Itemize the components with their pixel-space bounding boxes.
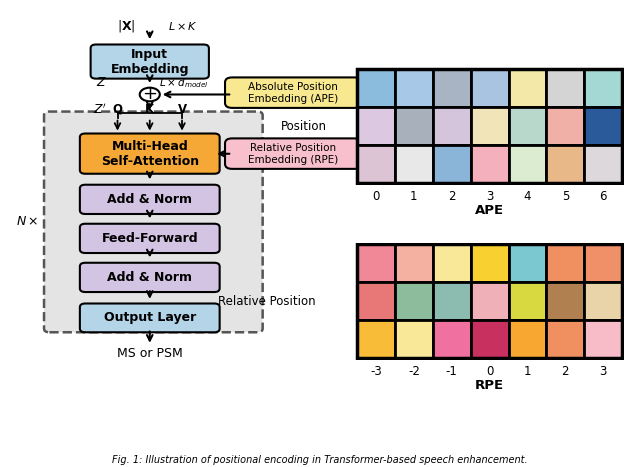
- FancyBboxPatch shape: [80, 304, 220, 333]
- FancyBboxPatch shape: [225, 78, 361, 108]
- Text: Position: Position: [281, 120, 327, 133]
- Text: K: K: [145, 103, 154, 116]
- Bar: [584, 282, 622, 320]
- Text: RPE: RPE: [475, 379, 504, 392]
- Text: Absolute Position
Embedding (APE): Absolute Position Embedding (APE): [248, 82, 339, 104]
- Bar: [395, 244, 433, 282]
- Text: $N \times$: $N \times$: [16, 215, 38, 228]
- Bar: [433, 145, 470, 183]
- Bar: [357, 107, 395, 145]
- Text: Add & Norm: Add & Norm: [108, 271, 192, 284]
- Text: 5: 5: [562, 190, 569, 203]
- Text: $L \times K$: $L \times K$: [168, 20, 198, 32]
- Text: 3: 3: [486, 190, 493, 203]
- Bar: [357, 244, 395, 282]
- Bar: [584, 107, 622, 145]
- Bar: [357, 282, 395, 320]
- FancyBboxPatch shape: [80, 134, 220, 174]
- FancyBboxPatch shape: [225, 138, 361, 169]
- Text: V: V: [177, 103, 187, 116]
- Text: 1: 1: [524, 365, 531, 378]
- Text: $Z'$: $Z'$: [93, 102, 107, 117]
- Text: 3: 3: [600, 365, 607, 378]
- Bar: [470, 282, 509, 320]
- FancyBboxPatch shape: [44, 112, 262, 333]
- Text: Relative Position
Embedding (RPE): Relative Position Embedding (RPE): [248, 143, 339, 164]
- Bar: [395, 282, 433, 320]
- Bar: [547, 69, 584, 107]
- Bar: [547, 145, 584, 183]
- Bar: [509, 282, 547, 320]
- FancyBboxPatch shape: [80, 185, 220, 214]
- Bar: [509, 145, 547, 183]
- Bar: [584, 145, 622, 183]
- Bar: [433, 320, 470, 358]
- Text: $|\mathbf{X}|$: $|\mathbf{X}|$: [117, 18, 136, 34]
- Bar: [357, 69, 395, 107]
- Bar: [584, 69, 622, 107]
- Bar: [509, 244, 547, 282]
- Text: Relative Position: Relative Position: [218, 295, 316, 308]
- Text: Fig. 1: Illustration of positional encoding in Transformer-based speech enhancem: Fig. 1: Illustration of positional encod…: [112, 455, 528, 465]
- Bar: [395, 320, 433, 358]
- Bar: [433, 244, 470, 282]
- Text: 2: 2: [448, 190, 456, 203]
- Bar: [509, 107, 547, 145]
- FancyBboxPatch shape: [80, 263, 220, 292]
- Text: Multi-Head
Self-Attention: Multi-Head Self-Attention: [100, 140, 199, 168]
- Text: 6: 6: [600, 190, 607, 203]
- Bar: [395, 145, 433, 183]
- Circle shape: [140, 88, 160, 101]
- Text: 4: 4: [524, 190, 531, 203]
- FancyBboxPatch shape: [80, 224, 220, 253]
- Text: $L \times d_{model}$: $L \times d_{model}$: [159, 76, 209, 90]
- Bar: [509, 320, 547, 358]
- Bar: [509, 69, 547, 107]
- Bar: [357, 145, 395, 183]
- Bar: [470, 244, 509, 282]
- Text: -3: -3: [370, 365, 382, 378]
- Text: $Z$: $Z$: [95, 76, 107, 89]
- Text: -1: -1: [446, 365, 458, 378]
- Bar: [395, 107, 433, 145]
- Bar: [470, 145, 509, 183]
- Text: 1: 1: [410, 190, 418, 203]
- Text: APE: APE: [475, 204, 504, 217]
- Text: -2: -2: [408, 365, 420, 378]
- Bar: [357, 320, 395, 358]
- Bar: [547, 320, 584, 358]
- Bar: [395, 69, 433, 107]
- Text: 0: 0: [486, 365, 493, 378]
- Bar: [547, 107, 584, 145]
- Text: 2: 2: [561, 365, 569, 378]
- Bar: [470, 320, 509, 358]
- Text: MS or PSM: MS or PSM: [117, 347, 182, 360]
- Bar: [547, 244, 584, 282]
- Text: 0: 0: [372, 190, 380, 203]
- Bar: [470, 107, 509, 145]
- Text: Input
Embedding: Input Embedding: [111, 48, 189, 76]
- FancyBboxPatch shape: [91, 44, 209, 78]
- Bar: [470, 69, 509, 107]
- Text: Output Layer: Output Layer: [104, 311, 196, 325]
- Text: Q: Q: [113, 103, 122, 116]
- Text: $+$: $+$: [142, 85, 157, 104]
- Bar: [433, 107, 470, 145]
- Text: Add & Norm: Add & Norm: [108, 193, 192, 206]
- Bar: [584, 244, 622, 282]
- Bar: [584, 320, 622, 358]
- Bar: [547, 282, 584, 320]
- Text: Feed-Forward: Feed-Forward: [102, 232, 198, 245]
- Bar: [433, 69, 470, 107]
- Bar: [433, 282, 470, 320]
